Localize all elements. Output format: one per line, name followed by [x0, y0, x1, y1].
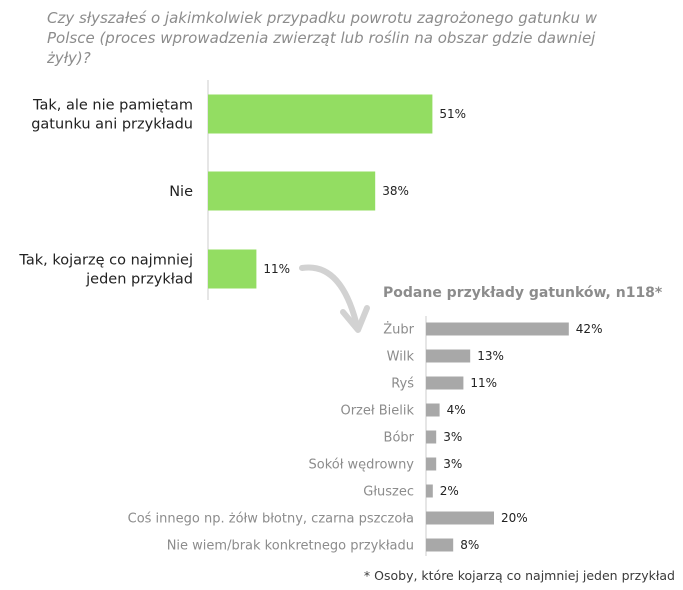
sub-value-label: 3% — [443, 457, 462, 471]
main-bar — [208, 171, 376, 211]
sub-value-label: 13% — [477, 349, 504, 363]
footnote: * Osoby, które kojarzą co najmniej jeden… — [363, 568, 675, 583]
sub-bar — [426, 349, 471, 363]
sub-category-label: Bóbr — [384, 431, 415, 446]
sub-category-label: Żubr — [383, 322, 414, 338]
sub-bar — [426, 538, 454, 552]
connector-arrow — [299, 264, 359, 325]
sub-value-label: 20% — [501, 511, 528, 525]
sub-chart-title: Podane przykłady gatunków, n118* — [383, 285, 663, 301]
sub-bar — [426, 376, 464, 390]
main-bar — [208, 94, 433, 134]
sub-category-label: Orzeł Bielik — [340, 404, 414, 419]
sub-bar — [426, 457, 437, 471]
main-value-label: 11% — [263, 262, 290, 276]
sub-bar — [426, 322, 569, 336]
sub-value-label: 3% — [443, 430, 462, 444]
sub-bar — [426, 511, 494, 525]
sub-bar — [426, 484, 433, 498]
sub-category-label: Nie wiem/brak konkretnego przykładu — [167, 539, 414, 554]
main-category-label: Tak, kojarzę co najmniej — [18, 253, 193, 269]
sub-value-label: 42% — [576, 322, 603, 336]
sub-bar — [426, 430, 437, 444]
sub-value-label: 8% — [460, 538, 479, 552]
sub-category-label: Ryś — [391, 377, 414, 392]
main-value-label: 38% — [382, 184, 409, 198]
main-bar — [208, 249, 257, 289]
survey-question: Czy słyszałeś o jakimkolwiek przypadku p… — [47, 9, 598, 67]
main-category-label: gatunku ani przykładu — [31, 117, 193, 133]
sub-category-label: Coś innego np. żółw błotny, czarna pszcz… — [128, 512, 414, 527]
main-value-label: 51% — [439, 107, 466, 121]
connector-arrow-head — [340, 305, 370, 333]
main-category-label: Nie — [169, 184, 193, 200]
sub-category-label: Wilk — [387, 350, 415, 365]
sub-category-label: Głuszec — [363, 485, 414, 500]
sub-category-label: Sokół wędrowny — [308, 458, 414, 473]
main-category-label: Tak, ale nie pamiętam — [32, 98, 193, 114]
sub-value-label: 2% — [440, 484, 459, 498]
sub-bar — [426, 403, 440, 417]
main-category-label: jeden przykład — [85, 272, 193, 288]
sub-value-label: 11% — [470, 376, 497, 390]
sub-value-label: 4% — [447, 403, 466, 417]
